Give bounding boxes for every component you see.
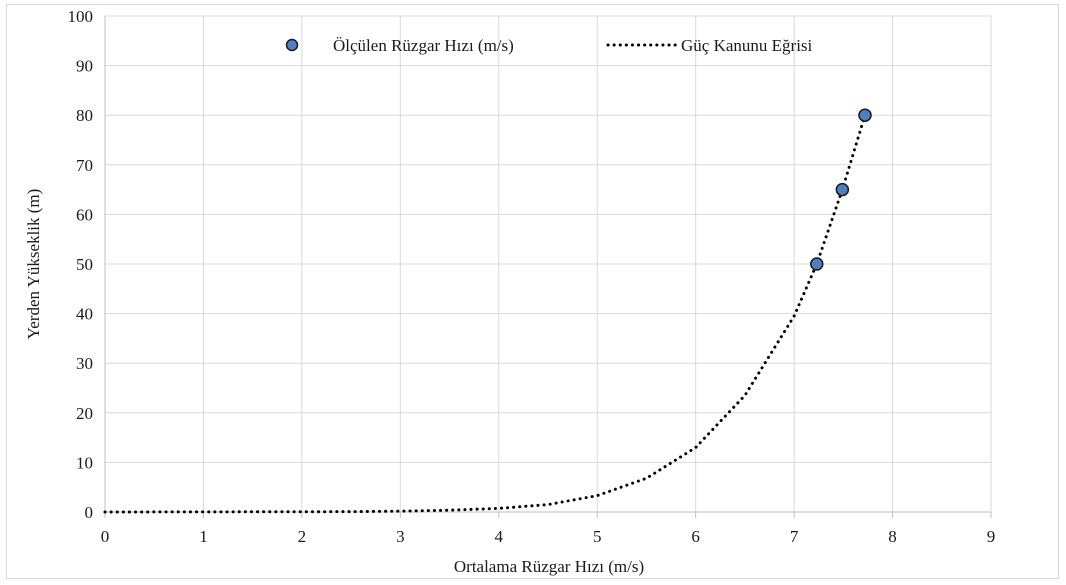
y-tick-label: 90 (76, 57, 93, 76)
x-tick-label: 4 (495, 527, 504, 546)
y-tick-label: 50 (76, 255, 93, 274)
y-tick-label: 40 (76, 305, 93, 324)
legend-label-curve: Güç Kanunu Eğrisi (681, 36, 813, 55)
x-axis-title: Ortalama Rüzgar Hızı (m/s) (454, 557, 644, 576)
measured-points-layer (811, 109, 871, 270)
y-tick-label: 70 (76, 156, 93, 175)
x-tick-label: 9 (987, 527, 996, 546)
y-tick-label: 60 (76, 205, 93, 224)
y-tick-label: 30 (76, 354, 93, 373)
y-tick-label: 10 (76, 453, 93, 472)
x-tick-label: 8 (888, 527, 897, 546)
x-tick-label: 5 (593, 527, 602, 546)
legend: Ölçülen Rüzgar Hızı (m/s) Güç Kanunu Eğr… (287, 36, 813, 55)
tick-labels: 0 10 20 30 40 50 60 70 80 90 100 0 1 2 3 4 5 6 7 8 9 (68, 7, 996, 546)
measured-point (811, 258, 823, 270)
x-tick-label: 7 (790, 527, 799, 546)
measured-point (859, 109, 871, 121)
legend-label-measured: Ölçülen Rüzgar Hızı (m/s) (333, 36, 514, 55)
legend-marker-measured (287, 40, 298, 51)
x-tick-label: 1 (199, 527, 208, 546)
axes (105, 16, 991, 518)
x-tick-label: 2 (298, 527, 307, 546)
x-tick-label: 6 (691, 527, 700, 546)
x-tick-label: 3 (396, 527, 405, 546)
y-tick-label: 0 (85, 503, 94, 522)
y-tick-label: 100 (68, 7, 94, 26)
x-tick-label: 0 (101, 527, 110, 546)
grid-lines (105, 16, 991, 512)
measured-point (836, 184, 848, 196)
y-tick-label: 20 (76, 404, 93, 423)
y-axis-title: Yerden Yükseklik (m) (24, 189, 43, 340)
y-tick-label: 80 (76, 106, 93, 125)
